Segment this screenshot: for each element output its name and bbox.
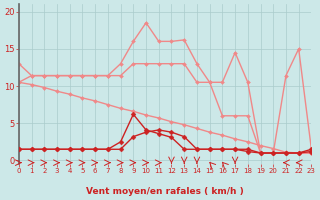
- X-axis label: Vent moyen/en rafales ( km/h ): Vent moyen/en rafales ( km/h ): [86, 187, 244, 196]
